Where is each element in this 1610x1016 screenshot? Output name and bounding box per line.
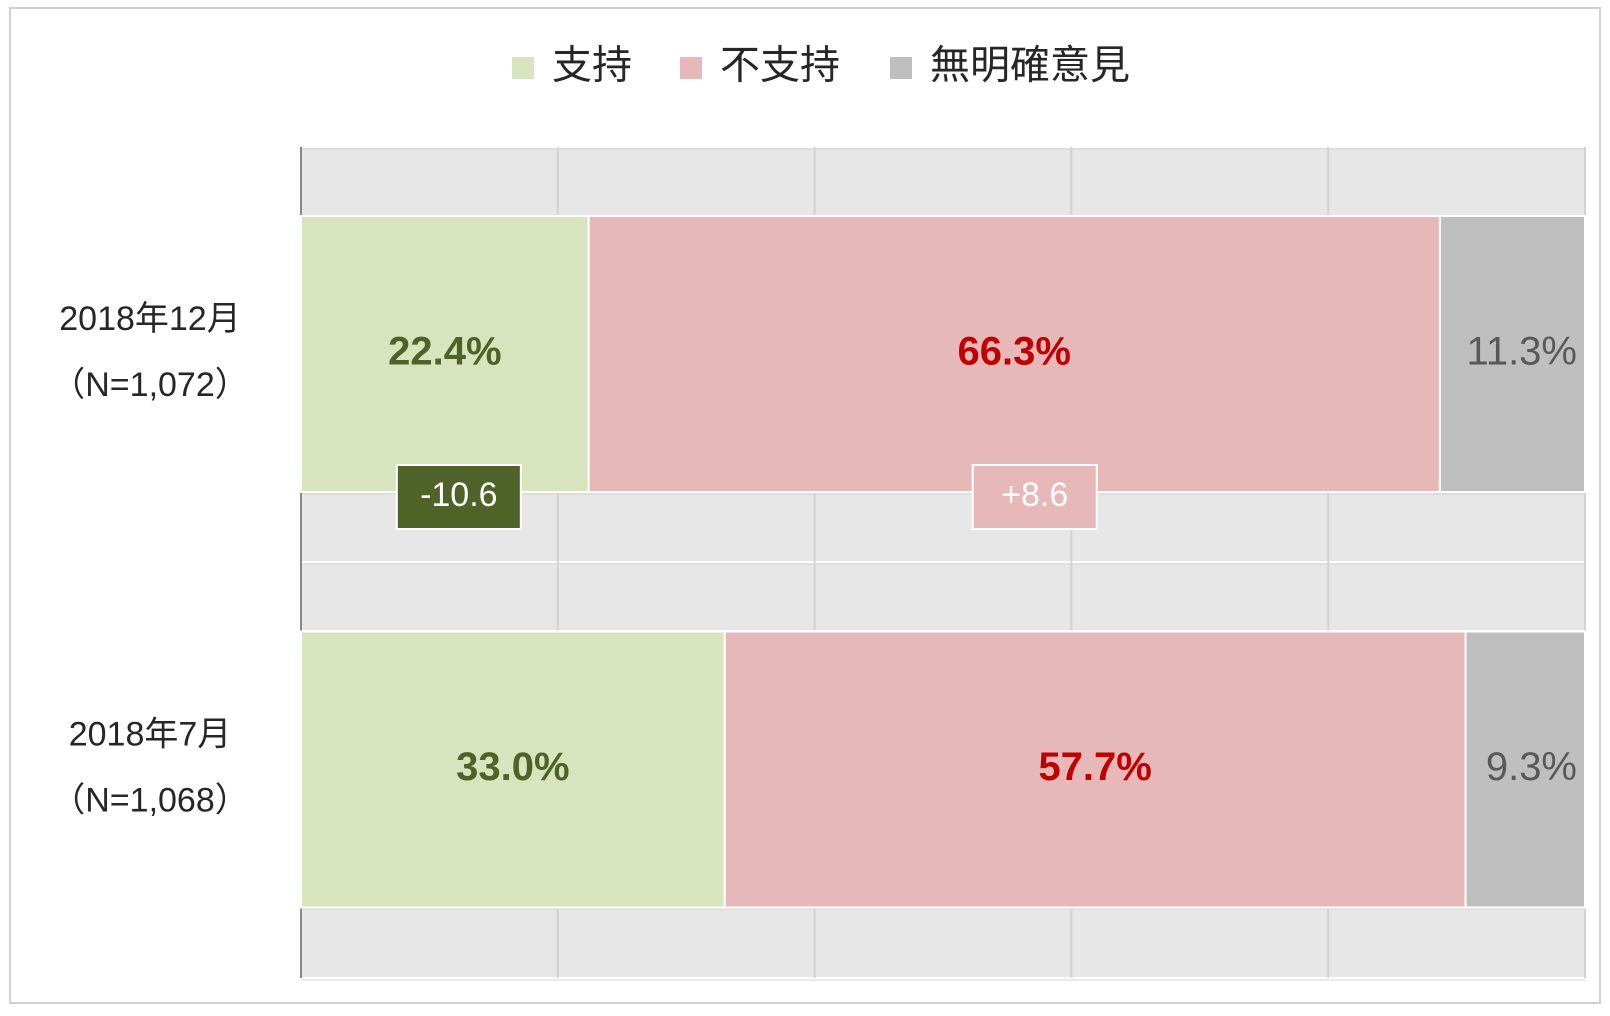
bar-segment [723,630,1467,909]
legend-swatch [512,57,534,79]
legend-label: 支持 [552,44,632,88]
category-label: 2018年12月 [59,300,240,338]
legend-swatch [890,57,912,79]
category-label: （N=1,068） [51,781,249,819]
bar-segment [300,215,590,493]
bar-segment [587,215,1441,493]
annotation-label: +8.6 [1001,476,1068,514]
annotation-label: -10.6 [420,476,498,514]
value-label: 33.0% [456,745,569,789]
legend-label: 不支持 [720,44,840,88]
bar-segment [1464,630,1587,909]
bar-segment [1438,215,1586,493]
value-label: 11.3% [1467,330,1577,374]
value-label: 9.3% [1486,745,1577,789]
value-label: 22.4% [388,330,501,374]
category-label: 2018年7月 [69,715,232,753]
value-label: 66.3% [958,330,1071,374]
legend-label: 無明確意見 [930,44,1130,88]
legend-swatch [680,57,702,79]
annotation-box [395,464,522,530]
annotation-box [971,464,1098,530]
value-label: 57.7% [1038,745,1151,789]
category-label: （N=1,072） [51,366,249,404]
